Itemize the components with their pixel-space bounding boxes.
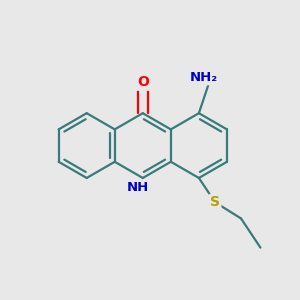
Text: S: S <box>210 195 220 209</box>
Text: NH: NH <box>127 181 149 194</box>
Text: O: O <box>137 75 149 89</box>
Text: NH₂: NH₂ <box>190 71 218 84</box>
